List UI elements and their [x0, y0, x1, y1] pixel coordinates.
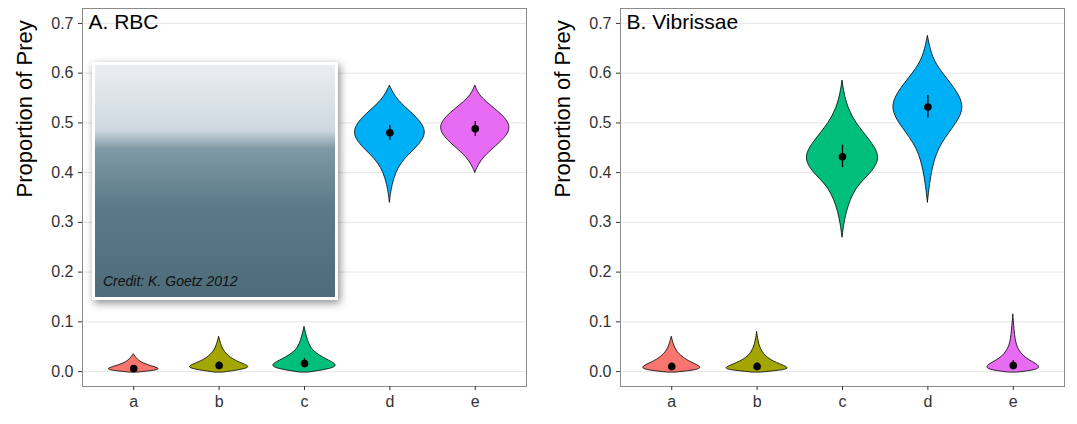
- svg-text:a: a: [667, 393, 676, 410]
- svg-text:c: c: [839, 393, 847, 410]
- svg-text:A. RBC: A. RBC: [89, 10, 159, 33]
- svg-text:0.2: 0.2: [589, 263, 611, 280]
- html-text:Credit: K. Goetz 2012: Credit: K. Goetz 2012: [103, 273, 238, 289]
- svg-text:0.7: 0.7: [51, 15, 73, 32]
- svg-text:0.4: 0.4: [51, 164, 73, 181]
- svg-text:d: d: [923, 393, 932, 410]
- svg-text:0.7: 0.7: [589, 15, 611, 32]
- svg-text:0.3: 0.3: [51, 213, 73, 230]
- svg-text:0.5: 0.5: [589, 114, 611, 131]
- svg-text:0.6: 0.6: [51, 64, 73, 81]
- svg-text:0.3: 0.3: [589, 213, 611, 230]
- svg-text:0.4: 0.4: [589, 164, 611, 181]
- svg-text:0.2: 0.2: [51, 263, 73, 280]
- svg-text:0.1: 0.1: [51, 313, 73, 330]
- svg-text:0.1: 0.1: [589, 313, 611, 330]
- svg-text:a: a: [129, 393, 138, 410]
- svg-text:e: e: [471, 393, 480, 410]
- svg-text:Proportion of Prey: Proportion of Prey: [12, 20, 37, 197]
- svg-text:b: b: [215, 393, 224, 410]
- svg-text:0.0: 0.0: [589, 363, 611, 380]
- svg-text:b: b: [753, 393, 762, 410]
- svg-text:0.5: 0.5: [51, 114, 73, 131]
- svg-text:e: e: [1009, 393, 1018, 410]
- svg-text:c: c: [301, 393, 309, 410]
- svg-text:0.0: 0.0: [51, 363, 73, 380]
- svg-text:Proportion of Prey: Proportion of Prey: [550, 20, 575, 197]
- svg-text:d: d: [385, 393, 394, 410]
- svg-text:0.6: 0.6: [589, 64, 611, 81]
- svg-text:B. Vibrissae: B. Vibrissae: [627, 10, 739, 33]
